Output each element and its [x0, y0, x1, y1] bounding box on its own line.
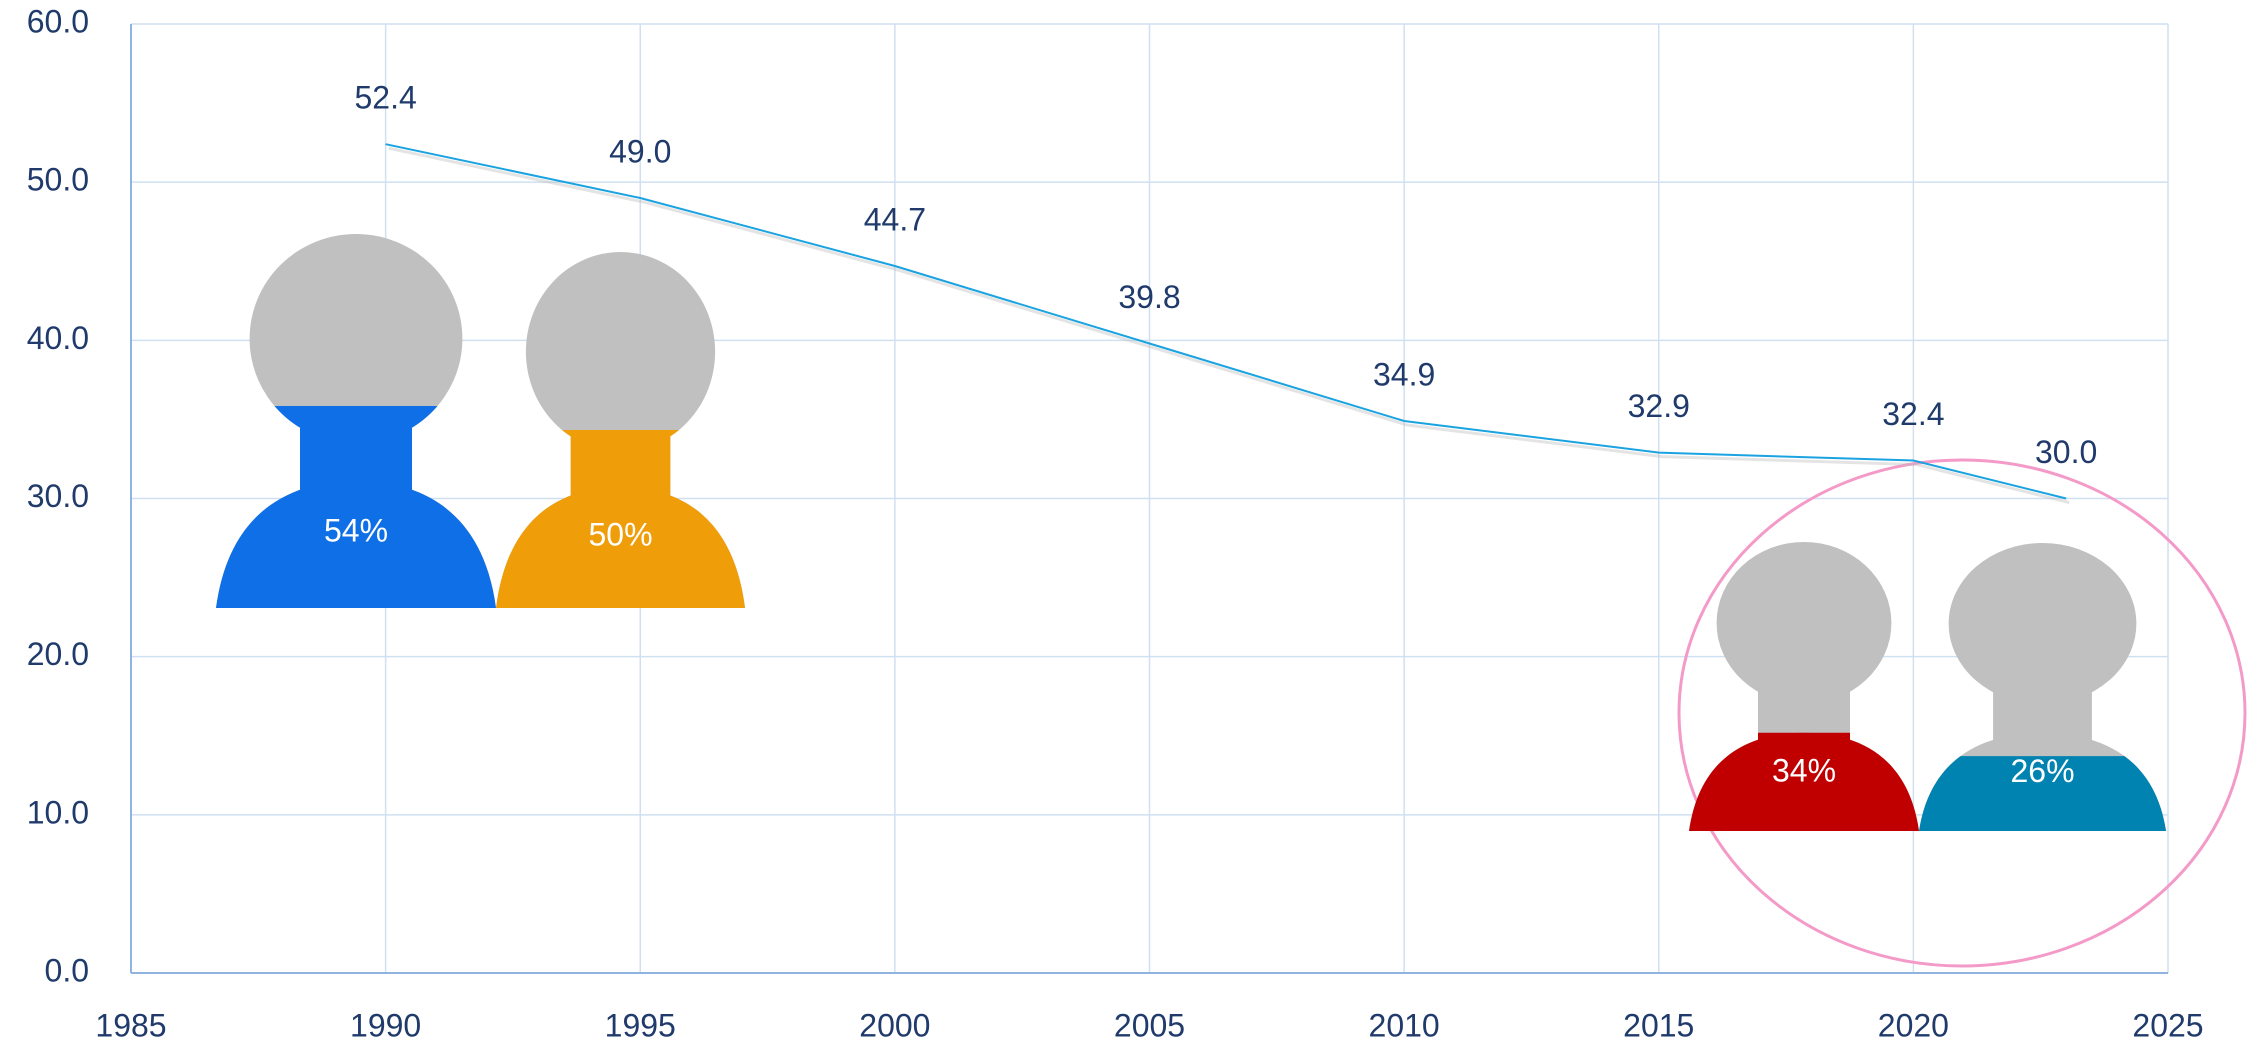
y-tick-label: 0.0	[45, 952, 89, 988]
y-tick-label: 30.0	[27, 478, 89, 514]
y-tick-label: 20.0	[27, 636, 89, 672]
x-tick-label: 2020	[1878, 1007, 1949, 1043]
pictogram	[496, 252, 745, 608]
pictogram-label: 26%	[2010, 753, 2074, 789]
data-label: 34.9	[1373, 356, 1435, 392]
y-tick-label: 50.0	[27, 162, 89, 198]
x-tick-label: 1995	[605, 1007, 676, 1043]
pictogram-label: 50%	[588, 516, 652, 552]
data-label: 32.9	[1628, 388, 1690, 424]
data-label: 49.0	[609, 133, 671, 169]
data-label: 39.8	[1118, 279, 1180, 315]
x-tick-label: 2010	[1369, 1007, 1440, 1043]
x-tick-label: 2015	[1623, 1007, 1694, 1043]
x-tick-label: 2005	[1114, 1007, 1185, 1043]
x-tick-label: 2000	[859, 1007, 930, 1043]
data-label: 44.7	[864, 201, 926, 237]
pictogram-label: 54%	[324, 513, 388, 549]
y-tick-label: 60.0	[27, 3, 89, 39]
chart: 0.0 10.0 20.0 30.0 40.0 50.0 60.0 1985 1990 1995 2…	[0, 0, 2254, 1048]
data-label: 32.4	[1882, 396, 1944, 432]
y-tick-label: 10.0	[27, 794, 89, 830]
y-tick-label: 40.0	[27, 320, 89, 356]
pictogram-label: 34%	[1772, 753, 1836, 789]
data-label: 30.0	[2035, 434, 2097, 470]
x-tick-label: 1990	[350, 1007, 421, 1043]
data-label: 52.4	[354, 80, 416, 116]
x-tick-label: 2025	[2132, 1007, 2203, 1043]
x-tick-label: 1985	[95, 1007, 166, 1043]
pictogram	[216, 234, 496, 608]
